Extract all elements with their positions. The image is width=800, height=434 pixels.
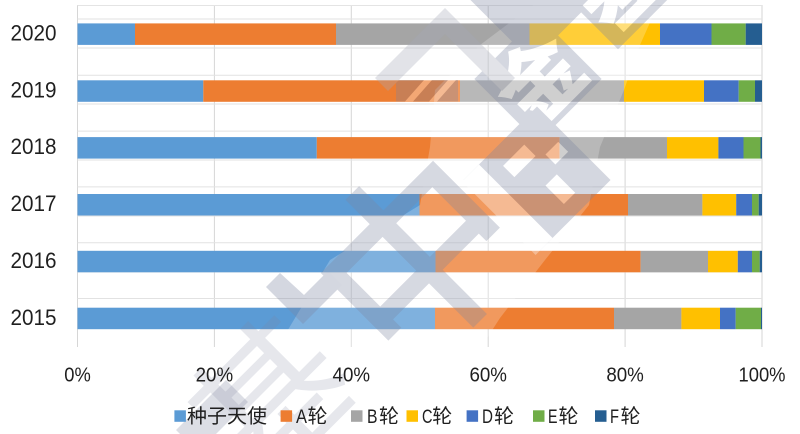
svg-text:2016: 2016	[11, 248, 57, 273]
svg-text:2015: 2015	[11, 305, 57, 330]
svg-text:60%: 60%	[469, 365, 507, 387]
svg-text:80%: 80%	[606, 365, 644, 387]
svg-text:2017: 2017	[11, 191, 57, 216]
svg-text:E: E	[548, 406, 558, 428]
svg-text:C: C	[422, 406, 433, 428]
svg-text:20%: 20%	[196, 365, 234, 387]
svg-text:40%: 40%	[333, 365, 371, 387]
svg-text:0%: 0%	[64, 365, 91, 387]
svg-text:2020: 2020	[11, 20, 57, 45]
svg-text:2019: 2019	[11, 77, 57, 102]
svg-text:100%: 100%	[739, 365, 786, 387]
svg-text:D: D	[482, 406, 493, 428]
svg-text:A: A	[296, 406, 307, 428]
svg-text:B: B	[367, 406, 378, 428]
svg-text:2018: 2018	[11, 134, 57, 159]
svg-text:F: F	[610, 406, 619, 428]
